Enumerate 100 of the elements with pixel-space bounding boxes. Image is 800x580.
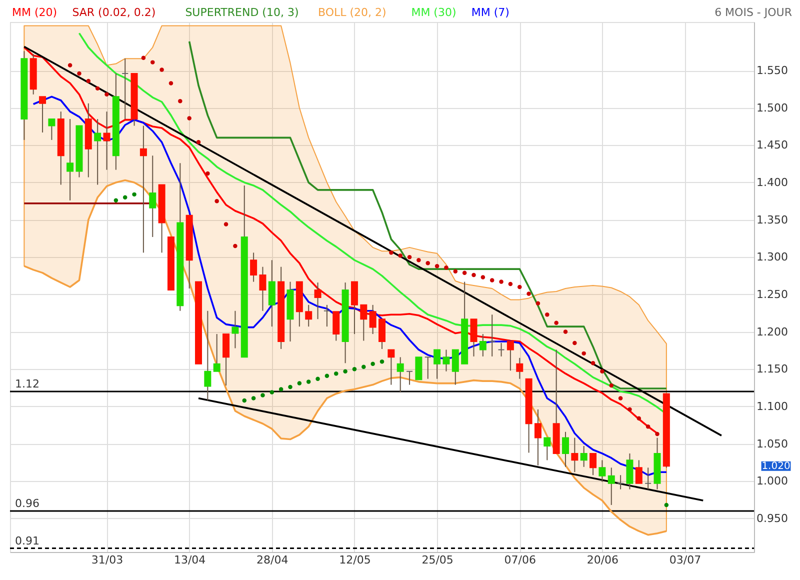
point bbox=[536, 301, 540, 306]
point bbox=[334, 371, 338, 376]
point bbox=[416, 258, 421, 262]
x-tick-label: 28/04 bbox=[256, 554, 288, 566]
point bbox=[132, 192, 136, 197]
point bbox=[187, 116, 192, 120]
point bbox=[278, 387, 284, 392]
point bbox=[306, 380, 311, 384]
candlestick bbox=[94, 118, 102, 186]
y-tick-label: 1.000 bbox=[756, 474, 788, 488]
candlestick bbox=[204, 310, 212, 401]
text: MM (20) bbox=[12, 6, 58, 19]
point bbox=[324, 374, 330, 378]
candlestick bbox=[103, 111, 110, 170]
candlestick bbox=[442, 349, 450, 372]
candlestick bbox=[434, 349, 441, 380]
text: BOLL (20, 2) bbox=[318, 6, 386, 19]
candlestick bbox=[544, 437, 551, 461]
candlestick bbox=[608, 467, 615, 506]
point bbox=[380, 360, 384, 364]
point bbox=[86, 78, 91, 84]
point bbox=[572, 340, 577, 346]
y-tick-label: 1.450 bbox=[756, 138, 788, 152]
point bbox=[288, 384, 292, 390]
point bbox=[168, 81, 174, 86]
point bbox=[224, 222, 228, 226]
point bbox=[508, 282, 513, 286]
y-tick-label: 1.200 bbox=[756, 325, 788, 338]
line-series bbox=[188, 40, 668, 390]
point bbox=[104, 92, 109, 97]
point bbox=[206, 171, 210, 176]
candlestick bbox=[635, 460, 642, 484]
point bbox=[214, 199, 219, 204]
point bbox=[518, 284, 522, 290]
y-tick-label: 1.400 bbox=[756, 176, 788, 189]
point bbox=[554, 320, 558, 325]
point bbox=[472, 272, 476, 278]
candlestick bbox=[305, 304, 312, 328]
point bbox=[389, 250, 394, 255]
point bbox=[398, 254, 402, 258]
candlestick bbox=[149, 155, 156, 238]
point bbox=[242, 398, 246, 403]
point bbox=[95, 86, 100, 91]
y-tick-label: 1.500 bbox=[756, 101, 788, 114]
point bbox=[609, 383, 614, 388]
candlestick bbox=[516, 357, 524, 380]
y-tick-label: 1.250 bbox=[756, 288, 788, 301]
text: MM (30) bbox=[411, 6, 456, 19]
candlestick bbox=[232, 310, 239, 349]
x-tick-label: 13/04 bbox=[174, 554, 206, 566]
candlestick bbox=[314, 282, 322, 320]
candlestick bbox=[571, 437, 578, 473]
point bbox=[563, 330, 568, 334]
candlestick bbox=[122, 58, 129, 120]
point bbox=[370, 362, 375, 366]
candlestick bbox=[406, 370, 414, 386]
point bbox=[68, 63, 72, 68]
x-tick-label: 07/06 bbox=[504, 554, 536, 566]
point bbox=[434, 264, 440, 268]
point bbox=[362, 364, 366, 369]
point bbox=[628, 407, 632, 412]
y-tick-label: 0.950 bbox=[756, 512, 788, 525]
candlestick bbox=[617, 474, 624, 490]
candlestick bbox=[506, 340, 514, 372]
candlestick bbox=[479, 334, 486, 357]
point bbox=[233, 244, 238, 248]
candlestick bbox=[424, 356, 432, 380]
candlestick bbox=[590, 452, 597, 476]
candlestick bbox=[388, 349, 395, 386]
ref-line-label: 1.12 bbox=[15, 378, 40, 391]
point bbox=[526, 292, 531, 296]
text: SUPERTREND (10, 3) bbox=[185, 6, 299, 19]
candlestick bbox=[369, 304, 376, 335]
candlestick bbox=[415, 356, 422, 380]
point bbox=[664, 502, 669, 508]
candlestick bbox=[598, 460, 606, 482]
point bbox=[426, 260, 430, 266]
point bbox=[582, 351, 586, 356]
point bbox=[260, 393, 265, 398]
point bbox=[490, 278, 494, 282]
point bbox=[352, 366, 357, 372]
point bbox=[636, 416, 642, 420]
text: MM (7) bbox=[471, 6, 510, 19]
x-tick-label: 03/07 bbox=[669, 554, 702, 566]
point bbox=[480, 275, 486, 280]
point bbox=[453, 269, 458, 274]
chart-subtitle: 6 MOIS - JOUR bbox=[714, 6, 792, 19]
candlestick bbox=[488, 314, 496, 357]
y-tick-label: 1.550 bbox=[756, 64, 788, 78]
y-tick-label: 1.050 bbox=[756, 437, 788, 450]
x-tick-label: 12/05 bbox=[339, 554, 371, 566]
point bbox=[297, 381, 302, 386]
candlestick bbox=[350, 281, 358, 335]
point bbox=[196, 140, 201, 144]
candlestick bbox=[452, 349, 459, 386]
candlestick bbox=[396, 356, 404, 393]
candlestick bbox=[626, 452, 634, 490]
text: SAR (0.02, 0.2) bbox=[72, 6, 156, 19]
candlestick bbox=[470, 318, 478, 357]
point bbox=[141, 56, 146, 60]
